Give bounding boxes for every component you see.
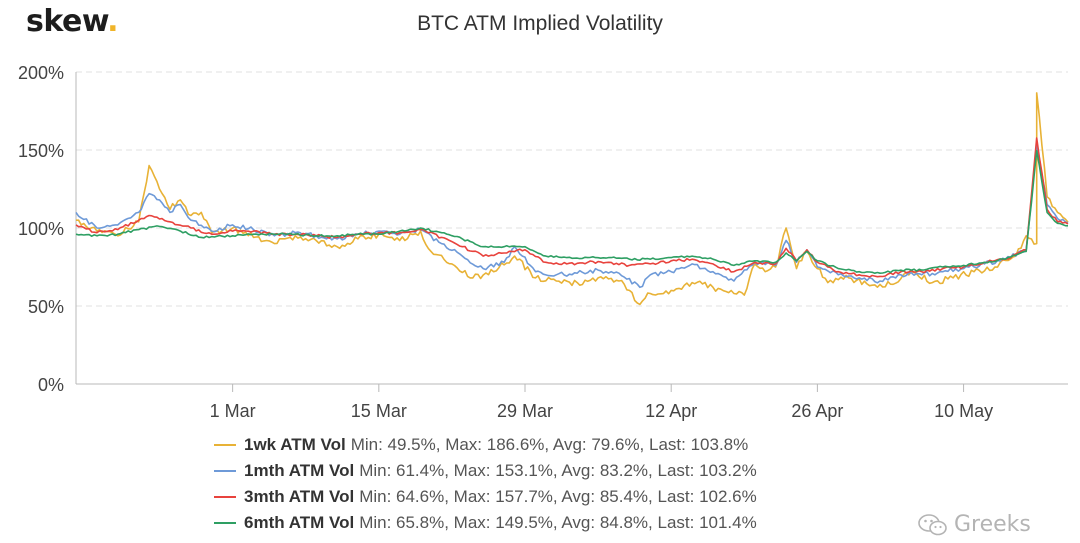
legend-summary-1wk: Min: 49.5%, Max: 186.6%, Avg: 79.6%, Las… (350, 435, 749, 454)
watermark-text: Greeks (954, 512, 1031, 537)
series-line-6mth (75, 150, 1069, 274)
y-tick-label: 100% (18, 219, 64, 239)
x-tick-label: 1 Mar (210, 401, 256, 421)
y-tick-label: 0% (38, 375, 64, 395)
skew-logo: skew. (26, 4, 119, 39)
series-lines (75, 92, 1069, 306)
x-axis: 1 Mar 15 Mar 29 Mar 12 Apr 26 Apr 10 May (75, 72, 1068, 421)
x-tick-label: 26 Apr (791, 401, 843, 421)
legend-label-1wk: 1wk ATM Vol (244, 435, 346, 454)
series-line-1wk (76, 92, 1069, 306)
legend-item-1wk[interactable]: 1wk ATM Vol Min: 49.5%, Max: 186.6%, Avg… (214, 432, 757, 458)
chart-title: BTC ATM Implied Volatility (417, 12, 663, 35)
series-line-3mth (75, 137, 1069, 278)
legend-summary-6mth: Min: 65.8%, Max: 149.5%, Avg: 84.8%, Las… (359, 513, 757, 532)
legend: 1wk ATM Vol Min: 49.5%, Max: 186.6%, Avg… (214, 432, 757, 536)
legend-item-6mth[interactable]: 6mth ATM Vol Min: 65.8%, Max: 149.5%, Av… (214, 510, 757, 536)
wechat-icon (918, 513, 947, 535)
x-tick-label: 12 Apr (645, 401, 697, 421)
legend-swatch-3mth (214, 496, 236, 498)
y-tick-label: 200% (18, 63, 64, 83)
logo-text: skew (26, 4, 108, 39)
x-tick-label: 10 May (934, 401, 993, 421)
legend-swatch-1wk (214, 444, 236, 446)
legend-label-1mth: 1mth ATM Vol (244, 461, 355, 480)
watermark: Greeks (918, 512, 1031, 537)
legend-summary-1mth: Min: 61.4%, Max: 153.1%, Avg: 83.2%, Las… (359, 461, 757, 480)
legend-label-3mth: 3mth ATM Vol (244, 487, 355, 506)
legend-swatch-1mth (214, 470, 236, 472)
legend-label-6mth: 6mth ATM Vol (244, 513, 355, 532)
y-tick-label: 50% (28, 297, 64, 317)
y-axis: 0% 50% 100% 150% 200% (18, 63, 64, 395)
y-tick-label: 150% (18, 141, 64, 161)
logo-dot: . (107, 4, 119, 39)
legend-swatch-6mth (214, 522, 236, 524)
x-tick-label: 15 Mar (351, 401, 407, 421)
x-tick-label: 29 Mar (497, 401, 553, 421)
volatility-chart: 0% 50% 100% 150% 200% 1 Mar 15 Mar 29 Mar 12 Ap… (18, 63, 1069, 421)
legend-summary-3mth: Min: 64.6%, Max: 157.7%, Avg: 85.4%, Las… (359, 487, 757, 506)
legend-item-3mth[interactable]: 3mth ATM Vol Min: 64.6%, Max: 157.7%, Av… (214, 484, 757, 510)
series-line-1mth (75, 144, 1069, 289)
legend-item-1mth[interactable]: 1mth ATM Vol Min: 61.4%, Max: 153.1%, Av… (214, 458, 757, 484)
